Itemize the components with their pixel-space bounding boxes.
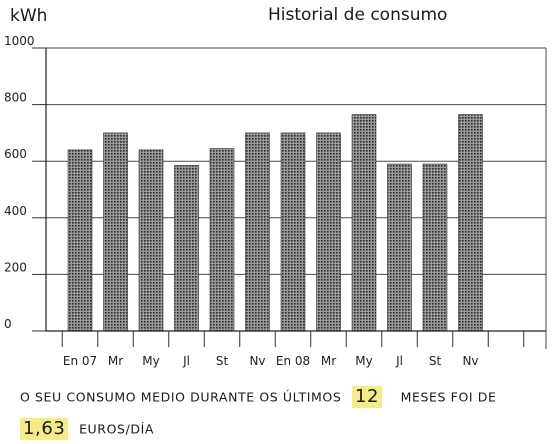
bar bbox=[245, 132, 270, 332]
summary-line-2: 1,63 EUROS/DÍA bbox=[20, 418, 154, 440]
x-tick-label: St bbox=[429, 354, 442, 368]
y-tick-label: 200 bbox=[4, 260, 27, 274]
bar bbox=[316, 132, 341, 332]
x-tick-label: Nv bbox=[249, 354, 265, 368]
bar bbox=[67, 149, 93, 332]
summary-line1-suffix: MESES FOI DE bbox=[400, 389, 497, 405]
tick-labels: 0 200 400 600 800 1000 En 07 Mr My Jl St Nv En 08 Mr M… bbox=[4, 34, 479, 368]
x-tick-label: Mr bbox=[108, 354, 123, 368]
x-tick-label: My bbox=[355, 354, 372, 368]
amount-value: 1,63 bbox=[20, 418, 69, 440]
axes bbox=[45, 48, 547, 349]
x-tick-label: My bbox=[142, 354, 159, 368]
bar bbox=[138, 149, 164, 332]
y-tick-label: 800 bbox=[4, 91, 27, 105]
bar bbox=[174, 165, 199, 332]
y-tick-label: 600 bbox=[4, 147, 27, 161]
y-tick-label: 1000 bbox=[4, 34, 35, 48]
x-tick-label: En 07 bbox=[63, 354, 97, 368]
bar bbox=[280, 132, 306, 332]
x-tick-label: Jl bbox=[395, 354, 403, 368]
bar bbox=[458, 114, 483, 332]
bars bbox=[67, 114, 483, 332]
y-tick-label: 0 bbox=[4, 317, 12, 331]
x-tick-label: En 08 bbox=[276, 354, 310, 368]
bar bbox=[209, 148, 235, 332]
x-tick-label: St bbox=[216, 354, 229, 368]
bar bbox=[422, 163, 448, 332]
bar bbox=[351, 114, 377, 332]
bar bbox=[103, 132, 128, 332]
summary-line1-prefix: O SEU CONSUMO MEDIO DURANTE OS ÚLTIMOS bbox=[20, 389, 342, 405]
bar bbox=[387, 163, 412, 332]
summary-line-1: O SEU CONSUMO MEDIO DURANTE OS ÚLTIMOS 1… bbox=[20, 386, 496, 408]
y-tick-label: 400 bbox=[4, 204, 27, 218]
x-tick-label: Nv bbox=[462, 354, 478, 368]
y-axis-unit: kWh bbox=[10, 6, 48, 26]
consumption-chart: 0 200 400 600 800 1000 En 07 Mr My Jl St Nv En 08 Mr M… bbox=[4, 34, 547, 368]
summary-line2-suffix: EUROS/DÍA bbox=[79, 421, 155, 437]
x-tick-label: Jl bbox=[182, 354, 190, 368]
months-value: 12 bbox=[351, 386, 383, 408]
chart-title: Historial de consumo bbox=[268, 5, 448, 25]
x-tick-label: Mr bbox=[321, 354, 336, 368]
